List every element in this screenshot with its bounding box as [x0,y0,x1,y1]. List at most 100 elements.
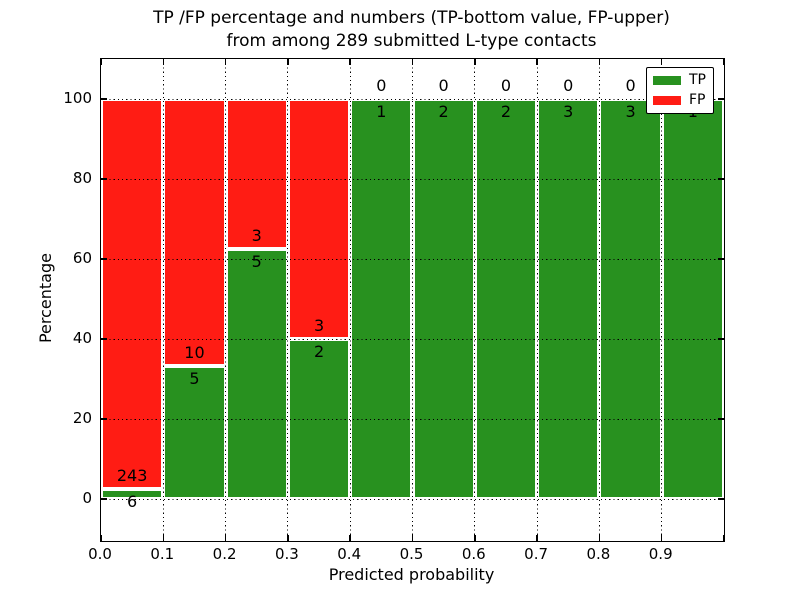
bar-label-fp: 0 [376,76,387,95]
x-tick-mark [162,535,165,541]
gridline-vertical [225,59,227,541]
bar-label-fp: 0 [500,76,512,95]
legend-item: TP [647,73,713,88]
bar-fp-segment [163,99,226,366]
gridline-horizontal [101,498,724,500]
chart-title-line1: TP /FP percentage and numbers (TP-bottom… [153,8,670,28]
bar-label-tp: 2 [500,102,512,121]
gridline-horizontal [101,258,724,260]
y-tick-mark [101,98,107,100]
x-tick-label: 0.4 [337,545,362,563]
bar-label-tp: 3 [563,102,574,121]
x-tick-mark [536,59,538,65]
y-tick-mark [718,418,724,420]
bar-label-tp: 1 [376,102,387,121]
bar-tp-segment [661,99,724,499]
bar-label-fp: 0 [438,76,449,95]
gridline-vertical [536,59,538,541]
y-tick-label: 100 [63,89,92,107]
gridline-vertical [474,59,476,541]
x-tick-mark [474,59,476,65]
gridline-vertical [287,59,289,541]
y-tick-label: 40 [72,329,92,347]
y-tick-mark [718,258,724,260]
bar-label-fp: 10 [184,342,205,362]
x-tick-mark [224,535,227,541]
x-tick-mark [411,535,414,541]
gridline-vertical [412,59,413,541]
y-tick-mark [718,98,724,100]
x-tick-mark [100,535,102,541]
y-tick-mark [101,178,107,180]
bar-tp-segment [474,99,538,499]
bar-fp-segment [225,99,288,249]
x-tick-mark [287,535,289,541]
bar-label-tp: 5 [251,252,262,271]
bar-tp-segment [163,365,226,499]
y-tick-label: 80 [72,169,92,187]
y-tick-label: 0 [82,489,92,507]
x-tick-mark [224,59,227,65]
x-tick-mark [536,535,538,541]
x-tick-label: 0.3 [274,545,299,563]
bar-label-fp: 0 [625,76,636,95]
chart-title: TP /FP percentage and numbers (TP-bottom… [0,7,800,53]
y-tick-mark [101,418,107,420]
x-tick-mark [660,59,663,65]
y-tick-mark [718,338,724,340]
x-tick-mark [349,59,351,65]
x-tick-mark [287,59,289,65]
legend-swatch-tp [653,76,681,85]
x-tick-mark [660,535,663,541]
bar-fp-segment [287,99,351,339]
bar-fp-segment [101,99,164,490]
y-tick-label: 20 [72,409,92,427]
bar-label-fp: 243 [116,466,148,486]
bar-tp-segment [101,489,164,499]
y-tick-mark [718,498,724,500]
bar-label-fp: 0 [563,76,574,95]
legend-item: FP [647,93,713,108]
bar-label-tp: 2 [438,102,449,121]
x-tick-mark [723,59,725,65]
gridline-vertical [598,59,600,541]
x-tick-mark [162,59,165,65]
y-tick-label: 60 [72,249,92,267]
y-tick-mark [718,178,724,180]
x-tick-label: 0.5 [399,545,424,563]
chart-title-line2: from among 289 submitted L-type contacts [226,31,597,51]
plot-area: 24361053532010202030301 [100,58,725,542]
legend-label: TP [689,72,706,88]
legend: TP FP [646,67,714,114]
x-tick-label: 0.7 [524,545,549,563]
x-tick-mark [349,535,351,541]
x-tick-mark [598,59,601,65]
x-tick-label: 0.8 [586,545,611,563]
bar-label-tp: 6 [127,492,138,512]
gridline-horizontal [101,338,724,340]
x-tick-mark [100,59,102,65]
bar-tp-segment [225,249,288,499]
y-tick-mark [101,258,107,260]
bar-tp-segment [412,99,475,499]
x-tick-label: 0.2 [212,545,237,563]
bar-label-tp: 3 [625,102,636,121]
bar-tp-segment [350,99,413,499]
x-axis-label: Predicted probability [328,565,495,584]
gridline-horizontal [101,418,724,420]
legend-swatch-fp [653,96,681,105]
x-tick-mark [598,535,601,541]
x-tick-mark [411,59,414,65]
gridline-horizontal [101,98,724,100]
gridline-vertical [661,59,663,541]
gridline-vertical [162,59,164,541]
gridline-horizontal [101,178,724,180]
x-tick-label: 0.0 [88,545,112,563]
bar-tp-segment [599,99,662,499]
bar-label-tp: 2 [313,342,325,361]
y-tick-mark [101,498,107,500]
x-tick-label: 0.6 [461,545,486,563]
bar-label-tp: 5 [189,368,200,388]
x-tick-mark [723,535,725,541]
